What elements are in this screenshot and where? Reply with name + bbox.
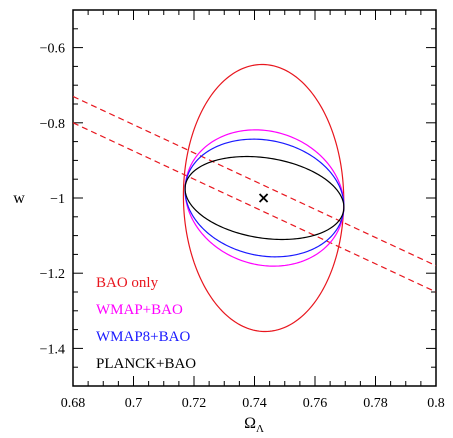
x-tick-label: 0.76 xyxy=(303,396,328,411)
legend-entry: PLANCK+BAO xyxy=(96,356,196,372)
legend-entry: WMAP+BAO xyxy=(96,302,183,318)
y-tick-label: −1.2 xyxy=(40,267,65,282)
x-tick-label: 0.74 xyxy=(242,396,267,411)
fiducial-marker xyxy=(258,193,269,203)
fiducial-mark xyxy=(258,193,269,203)
y-axis-label: w xyxy=(13,190,25,207)
x-axis-label: ΩΛ xyxy=(244,415,264,435)
axis-ticks xyxy=(72,9,437,387)
legend: BAO only WMAP+BAO WMAP8+BAO PLANCK+BAO xyxy=(96,275,196,372)
contour-planck-bao xyxy=(184,155,345,241)
x-tick-label: 0.7 xyxy=(125,396,143,411)
y-tick-label: −1.4 xyxy=(40,342,65,357)
tick-labels: 0.68 0.7 0.72 0.74 0.76 0.78 0.8 −1.4 −1.2 −1 −0.8… xyxy=(40,42,445,411)
y-tick-label: −0.8 xyxy=(40,117,65,132)
legend-entry: WMAP8+BAO xyxy=(96,329,190,345)
degeneracy-line xyxy=(73,95,436,267)
x-tick-label: 0.72 xyxy=(182,396,207,411)
x-tick-label: 0.8 xyxy=(427,396,445,411)
contour-bao-only xyxy=(182,63,345,333)
y-tick-label: −0.6 xyxy=(40,42,65,57)
x-tick-label: 0.68 xyxy=(61,396,86,411)
contours xyxy=(73,63,436,333)
degeneracy-line xyxy=(73,122,436,293)
legend-entry: BAO only xyxy=(96,275,159,291)
y-tick-label: −1 xyxy=(50,192,65,207)
x-tick-label: 0.78 xyxy=(363,396,388,411)
